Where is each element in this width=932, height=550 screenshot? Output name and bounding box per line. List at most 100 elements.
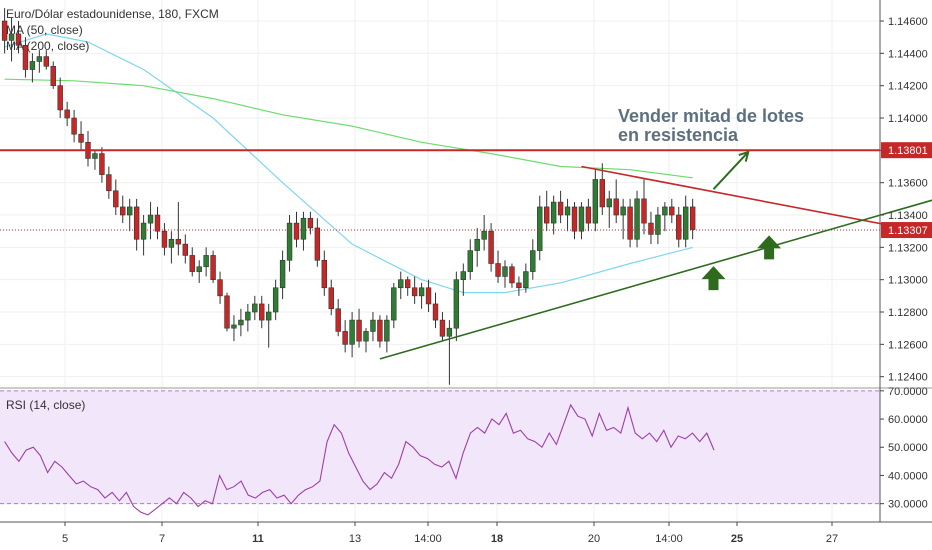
candle-body <box>43 56 50 67</box>
current-price-tag-label: 1.13307 <box>888 225 928 237</box>
candle <box>286 215 293 272</box>
candle-body <box>349 319 355 345</box>
candle-body <box>182 243 188 256</box>
candle-body <box>29 61 36 70</box>
candle-body <box>418 287 425 297</box>
candle-body <box>140 222 147 240</box>
price-tick-label: 1.13400 <box>888 210 928 222</box>
candle <box>669 198 675 224</box>
candle-body <box>370 319 376 332</box>
candle <box>182 234 188 264</box>
candle <box>43 50 50 70</box>
candle <box>425 279 432 313</box>
candle-body <box>203 255 209 268</box>
candle-body <box>460 271 466 280</box>
candle-body <box>467 250 473 272</box>
price-tick-label: 1.14000 <box>888 113 928 125</box>
candle-body <box>22 44 29 70</box>
candle-body <box>523 271 529 289</box>
candle-body <box>648 222 654 235</box>
price-axis[interactable]: 1.146001.144001.142001.140001.138001.136… <box>879 0 932 522</box>
candle-body <box>488 230 494 264</box>
candle <box>168 231 175 264</box>
candle <box>682 195 689 248</box>
candle-body <box>196 266 202 272</box>
candle <box>99 147 105 183</box>
ma200-legend[interactable]: MA (200, close) <box>6 39 90 53</box>
up-arrow-bounce-1 <box>701 266 726 291</box>
candle <box>335 299 341 337</box>
ma50-legend[interactable]: MA (50, close) <box>6 23 83 37</box>
candle <box>147 202 154 240</box>
candle <box>120 195 126 224</box>
candle <box>321 250 327 296</box>
time-tick-label: 27 <box>826 533 838 545</box>
candle-body <box>363 331 369 342</box>
candle-body <box>502 266 508 277</box>
candle-body <box>106 174 112 192</box>
time-tick-label: 25 <box>731 533 743 545</box>
candle-body <box>279 259 286 289</box>
current-price-tag: 1.13307 <box>881 222 932 239</box>
candle-body <box>286 222 293 261</box>
annotation-line-1: Vender mitad de lotes <box>618 106 805 126</box>
resistance-price-tag-bg <box>881 142 932 159</box>
time-tick-label: 14:00 <box>414 533 442 545</box>
candle-body <box>342 331 348 345</box>
candle <box>133 198 140 251</box>
candle-body <box>293 222 300 240</box>
candle <box>557 190 564 224</box>
candle <box>509 263 515 288</box>
candle <box>655 206 661 245</box>
time-tick-label: 13 <box>349 533 361 545</box>
price-tick-label: 1.14400 <box>888 48 928 60</box>
candle-body <box>662 206 668 216</box>
candle-body <box>495 263 501 277</box>
candle-body <box>585 206 592 224</box>
ma50-line <box>4 33 693 294</box>
candle-body <box>564 206 571 216</box>
rsi-title[interactable]: RSI (14, close) <box>6 398 86 412</box>
candle-body <box>120 206 126 216</box>
annotation-text[interactable]: Vender mitad de lotes en resistencia <box>618 107 858 145</box>
candle-body <box>147 214 154 224</box>
candle <box>676 206 682 248</box>
price-tick-label: 1.13200 <box>888 242 928 254</box>
candle-body <box>210 255 216 280</box>
candle <box>210 250 216 283</box>
candle-body <box>238 319 244 326</box>
candle <box>384 315 390 353</box>
candle <box>613 179 619 224</box>
candle <box>36 50 43 73</box>
rsi-tick-label: 70.0000 <box>888 386 928 398</box>
rsi-tick-label: 60.0000 <box>888 414 928 426</box>
candle <box>530 239 536 280</box>
trendlines[interactable] <box>379 165 932 360</box>
candle <box>648 211 654 245</box>
time-tick-label: 14:00 <box>655 533 683 545</box>
candle-body <box>682 206 689 240</box>
candle <box>265 303 272 348</box>
candle-body <box>57 85 63 111</box>
candle <box>279 250 286 300</box>
candle-body <box>71 117 77 135</box>
time-axis[interactable]: 5 7 11 13 14:00 18 20 14:00 25 27 <box>0 521 932 545</box>
candle-body <box>689 206 696 230</box>
arrows[interactable] <box>701 150 782 291</box>
candle <box>606 190 612 228</box>
candle <box>50 61 56 89</box>
candle <box>161 223 168 256</box>
candle <box>627 198 633 248</box>
candle <box>15 21 22 54</box>
candle <box>231 315 237 342</box>
candle <box>550 195 557 235</box>
moving-averages <box>4 33 693 294</box>
candle <box>342 320 348 353</box>
candle <box>418 282 425 309</box>
candle-body <box>557 201 564 216</box>
candle <box>620 198 626 240</box>
candle-body <box>578 206 585 232</box>
candle-body <box>620 206 626 216</box>
candle-body <box>530 250 536 272</box>
candle <box>641 179 647 235</box>
